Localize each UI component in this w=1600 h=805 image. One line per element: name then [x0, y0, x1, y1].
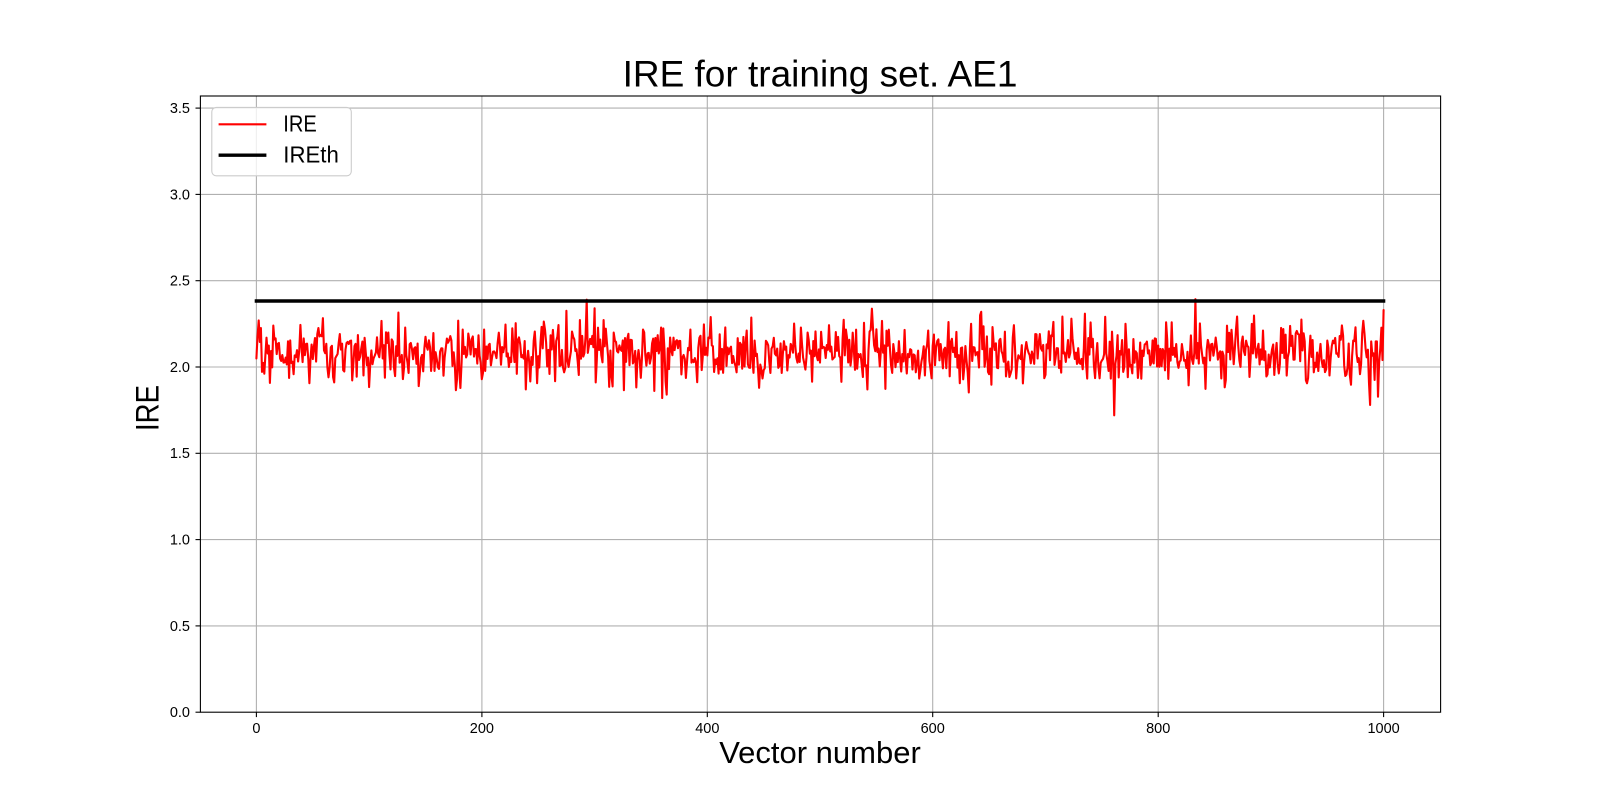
svg-text:Vector number: Vector number — [719, 735, 921, 770]
svg-text:1.0: 1.0 — [170, 533, 190, 549]
svg-text:200: 200 — [470, 721, 494, 737]
svg-text:400: 400 — [695, 721, 719, 737]
svg-text:1.5: 1.5 — [170, 446, 190, 462]
svg-text:2.0: 2.0 — [170, 360, 190, 376]
svg-text:3.5: 3.5 — [170, 101, 190, 117]
svg-text:1000: 1000 — [1367, 721, 1399, 737]
svg-text:IRE: IRE — [283, 111, 317, 137]
svg-text:600: 600 — [921, 721, 945, 737]
svg-text:0.5: 0.5 — [170, 619, 190, 635]
svg-text:0.0: 0.0 — [170, 705, 190, 721]
svg-text:2.5: 2.5 — [170, 274, 190, 290]
svg-text:IRE: IRE — [130, 385, 166, 431]
svg-text:IRE for training set. AE1: IRE for training set. AE1 — [623, 54, 1018, 95]
svg-text:800: 800 — [1146, 721, 1170, 737]
svg-text:IREth: IREth — [283, 142, 339, 168]
svg-text:3.0: 3.0 — [170, 187, 190, 203]
svg-text:0: 0 — [252, 721, 260, 737]
